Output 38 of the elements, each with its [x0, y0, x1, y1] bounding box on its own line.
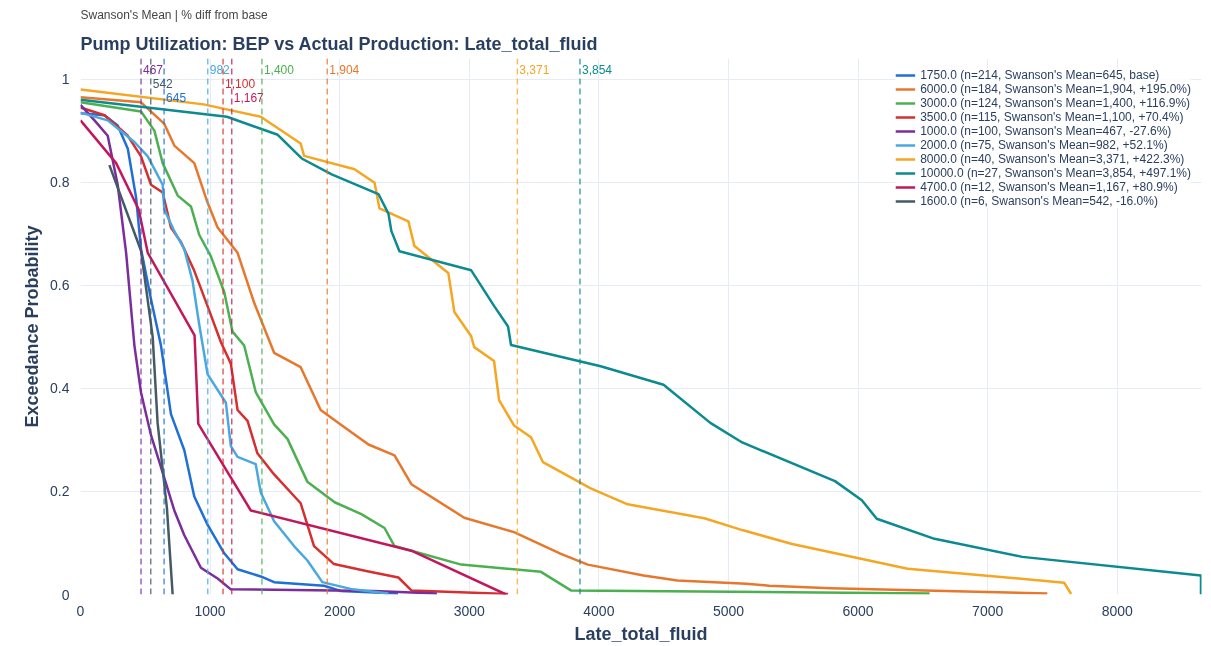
x-tick-label: 1000	[194, 602, 226, 619]
ref-line-label: 982	[209, 62, 231, 77]
ref-line-label: 3,854	[581, 62, 613, 77]
x-tick-label: 4000	[583, 602, 615, 619]
chart-title: Pump Utilization: BEP vs Actual Production: Late_total_fluid	[80, 33, 598, 54]
x-tick-label: 7000	[972, 602, 1004, 619]
legend-label: 6000.0 (n=184, Swanson's Mean=1,904, +195.0%)	[920, 82, 1191, 96]
x-tick-label: 5000	[712, 602, 745, 619]
y-tick-label: 0.8	[50, 174, 70, 191]
x-tick-label: 2000	[324, 602, 356, 619]
y-tick-label: 0	[61, 586, 70, 603]
y-tick-label: 0.4	[50, 380, 70, 397]
legend-label: 3000.0 (n=124, Swanson's Mean=1,400, +116.9%)	[920, 96, 1191, 110]
y-axis-title: Exceedance Probability	[22, 225, 43, 428]
legend-label: 1000.0 (n=100, Swanson's Mean=467, -27.6%)	[920, 124, 1172, 138]
legend-label: 4700.0 (n=12, Swanson's Mean=1,167, +80.9%)	[920, 180, 1178, 194]
x-tick-label: 8000	[1101, 602, 1134, 619]
y-tick-label: 0.2	[50, 483, 70, 500]
ref-line-label: 1,167	[233, 90, 265, 105]
legend-label: 10000.0 (n=27, Swanson's Mean=3,854, +497.1%)	[920, 166, 1191, 180]
x-tick-label: 0	[76, 602, 85, 619]
legend-label: 8000.0 (n=40, Swanson's Mean=3,371, +422.3%)	[920, 152, 1185, 166]
legend-label: 1750.0 (n=214, Swanson's Mean=645, base)	[920, 68, 1160, 82]
legend-label: 3500.0 (n=115, Swanson's Mean=1,100, +70.4%)	[920, 110, 1184, 124]
ref-line-label: 542	[152, 76, 174, 91]
x-axis-title: Late_total_fluid	[574, 623, 708, 644]
x-tick-label: 6000	[842, 602, 874, 619]
x-tick-label: 3000	[453, 602, 486, 619]
ref-line-label: 1,904	[329, 62, 360, 77]
legend-label: 1600.0 (n=6, Swanson's Mean=542, -16.0%)	[920, 194, 1158, 208]
ref-line-label: 467	[143, 62, 164, 77]
chart-subtitle: Swanson's Mean | % diff from base	[80, 7, 269, 22]
ref-line-label: 1,400	[263, 62, 295, 77]
ref-line-label: 3,371	[519, 62, 550, 77]
y-tick-label: 1	[61, 71, 70, 88]
legend-label: 2000.0 (n=75, Swanson's Mean=982, +52.1%)	[920, 138, 1168, 152]
ref-line-label: 1,100	[225, 76, 256, 91]
y-tick-label: 0.6	[50, 277, 70, 294]
